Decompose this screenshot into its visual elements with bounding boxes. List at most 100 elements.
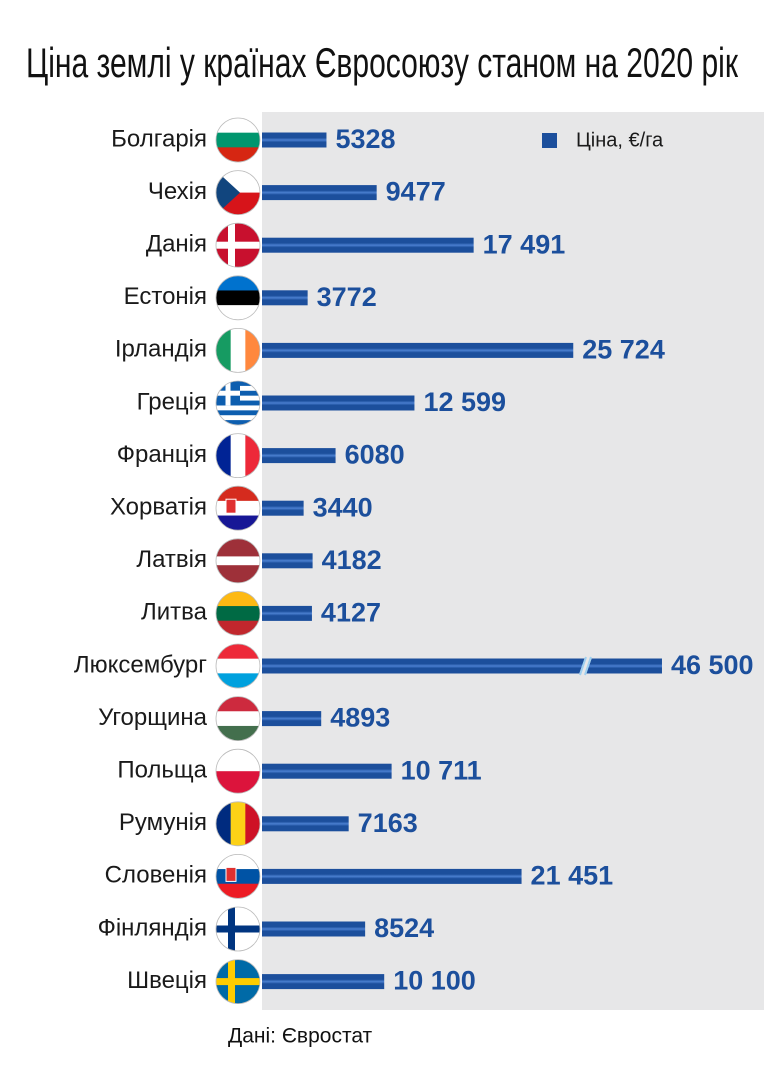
- flag-ring: [215, 643, 261, 689]
- flag: [215, 170, 261, 216]
- flag-stripe: [245, 801, 260, 846]
- bar: [262, 974, 385, 990]
- flag: [215, 854, 261, 899]
- legend-swatch: [542, 133, 557, 148]
- category-label: Литва: [141, 599, 208, 626]
- flag-cross: [216, 241, 260, 249]
- value-label: 5328: [335, 124, 395, 154]
- flag-body: [216, 433, 260, 478]
- category-label: Болгарія: [111, 125, 207, 152]
- flag-emblem: [225, 866, 237, 882]
- flag-ring: [215, 485, 261, 531]
- flag-body: [216, 170, 260, 215]
- legend-label: Ціна, €/га: [576, 129, 664, 151]
- plot-background: [262, 112, 764, 1010]
- flag-body: [216, 696, 260, 741]
- flag-stripe: [216, 606, 260, 622]
- bar: [262, 342, 574, 358]
- value-label: 7163: [358, 808, 418, 838]
- flag-stripe: [230, 328, 246, 373]
- flag-body: [216, 749, 260, 794]
- flag-stripe: [216, 420, 260, 425]
- bar: [262, 132, 327, 148]
- flag-stripe: [216, 500, 260, 517]
- bar: [262, 395, 415, 411]
- flag: [215, 696, 261, 741]
- flag-body: [216, 959, 260, 1004]
- value-label: 46 500: [671, 650, 754, 680]
- bar: [262, 448, 336, 464]
- value-label: 9477: [386, 177, 446, 207]
- flag-body: [216, 486, 260, 531]
- category-label: Греція: [137, 388, 207, 415]
- category-label: Латвія: [136, 546, 207, 573]
- flag: [215, 643, 261, 689]
- flag-stripe: [216, 415, 260, 421]
- flag: [215, 222, 261, 268]
- flag: [215, 906, 261, 952]
- flag-ring: [215, 748, 261, 794]
- flag-stripe: [216, 591, 260, 607]
- flag-stripe: [216, 673, 260, 688]
- value-label: 25 724: [582, 335, 665, 365]
- flag: [215, 959, 261, 1004]
- flag: [215, 275, 261, 321]
- flag-triangle: [216, 170, 240, 215]
- flag-ring: [215, 275, 261, 321]
- source-note: Дані: Євростат: [228, 1025, 373, 1048]
- flag-stripe: [216, 620, 260, 636]
- bar: [262, 658, 662, 674]
- flag-stripe: [216, 658, 260, 674]
- value-label: 17 491: [483, 229, 566, 259]
- category-label: Угорщина: [98, 704, 207, 731]
- flag-stripe: [216, 565, 260, 575]
- flag-stripe: [216, 869, 260, 885]
- flag-stripe: [245, 328, 260, 373]
- flag-stripe: [216, 725, 260, 741]
- flag-ring: [215, 327, 261, 373]
- flag-stripe: [216, 147, 260, 162]
- flag: [215, 538, 261, 584]
- value-label: 4182: [322, 545, 382, 575]
- category-label: Люксембург: [74, 651, 207, 678]
- flag-stripe: [216, 556, 260, 566]
- flag-stripe: [216, 771, 260, 794]
- flag-ring: [215, 854, 261, 899]
- axis-break-mark: [579, 656, 592, 676]
- bar: [262, 763, 392, 779]
- flag-ring: [215, 170, 261, 216]
- flag-ring: [215, 906, 261, 952]
- flag-stripe: [216, 275, 260, 291]
- flag: [215, 801, 261, 847]
- flag-stripe: [216, 644, 260, 660]
- flag-body: [216, 801, 260, 846]
- bar: [262, 711, 322, 727]
- flag-cross: [216, 978, 260, 986]
- flag-ring: [215, 801, 261, 847]
- flag-stripe: [216, 883, 260, 899]
- flag-body: [216, 223, 260, 268]
- flag-stripe: [216, 711, 260, 727]
- flag-stripe: [230, 801, 246, 846]
- flag-body: [216, 538, 260, 583]
- flag-ring: [215, 222, 261, 268]
- bar: [262, 868, 522, 884]
- flag-ring: [215, 117, 261, 163]
- bar: [262, 816, 349, 832]
- flag-stripe: [245, 433, 260, 478]
- flag-body: [216, 907, 260, 951]
- value-label: 3440: [313, 492, 373, 522]
- flag-stripe: [216, 290, 260, 306]
- flag: [215, 327, 261, 373]
- flag-stripe: [216, 132, 260, 148]
- value-label: 8524: [374, 913, 434, 943]
- category-label: Ірландія: [115, 336, 207, 363]
- category-label: Словенія: [105, 862, 207, 889]
- flag-stripe: [216, 515, 260, 531]
- value-label: 21 451: [531, 861, 614, 891]
- flag-stripe: [216, 410, 260, 416]
- flag-body: [216, 644, 260, 688]
- flag-stripe: [216, 405, 260, 411]
- flag-stripe: [216, 538, 260, 549]
